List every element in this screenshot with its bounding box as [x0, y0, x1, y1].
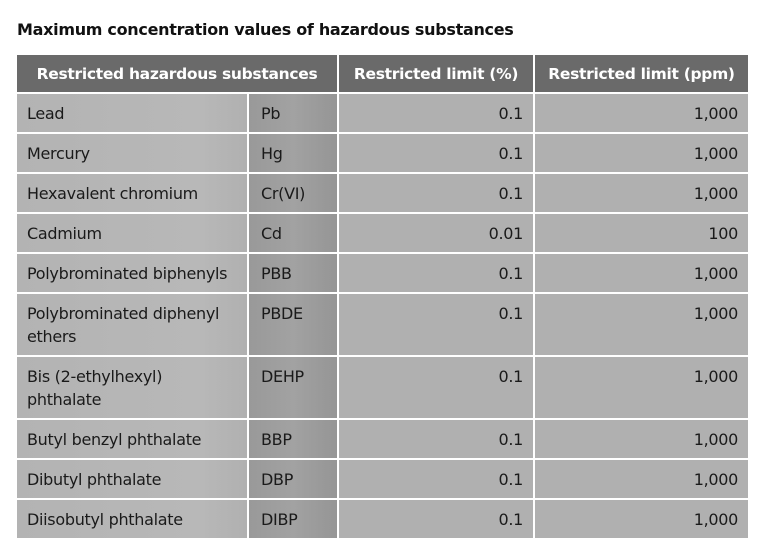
table-row: Mercury Hg 0.1 1,000	[17, 134, 748, 172]
limit-ppm: 1,000	[535, 294, 748, 355]
substance-name: Polybrominated diphenyl ethers	[17, 294, 247, 355]
table-title: Maximum concentration values of hazardou…	[17, 20, 514, 39]
limit-ppm: 1,000	[535, 500, 748, 538]
limit-ppm: 1,000	[535, 254, 748, 292]
limit-percent: 0.1	[339, 460, 533, 498]
substance-symbol: BBP	[249, 420, 337, 458]
header-limit-ppm: Restricted limit (ppm)	[535, 55, 748, 92]
substance-name: Cadmium	[17, 214, 247, 252]
substance-name: Lead	[17, 94, 247, 132]
limit-percent: 0.1	[339, 174, 533, 212]
limit-percent: 0.1	[339, 294, 533, 355]
substance-symbol: Hg	[249, 134, 337, 172]
substance-symbol: PBDE	[249, 294, 337, 355]
header-row: Restricted hazardous substances Restrict…	[17, 55, 748, 92]
substance-name: Diisobutyl phthalate	[17, 500, 247, 538]
table-row: Polybrominated diphenyl ethers PBDE 0.1 1,0…	[17, 294, 748, 355]
substance-symbol: DIBP	[249, 500, 337, 538]
table-row: Hexavalent chromium Cr(VI) 0.1 1,000	[17, 174, 748, 212]
substance-symbol: Pb	[249, 94, 337, 132]
substance-symbol: DEHP	[249, 357, 337, 418]
limit-ppm: 1,000	[535, 94, 748, 132]
substance-name: Polybrominated biphenyls	[17, 254, 247, 292]
table-row: Cadmium Cd 0.01 100	[17, 214, 748, 252]
table-row: Bis (2-ethylhexyl) phthalate DEHP 0.1 1,000	[17, 357, 748, 418]
substance-symbol: Cr(VI)	[249, 174, 337, 212]
limit-percent: 0.01	[339, 214, 533, 252]
substance-name: Dibutyl phthalate	[17, 460, 247, 498]
limit-percent: 0.1	[339, 134, 533, 172]
limit-ppm: 1,000	[535, 174, 748, 212]
table-row: Diisobutyl phthalate DIBP 0.1 1,000	[17, 500, 748, 538]
limit-ppm: 100	[535, 214, 748, 252]
limit-ppm: 1,000	[535, 460, 748, 498]
limit-ppm: 1,000	[535, 134, 748, 172]
hazardous-substances-table: Restricted hazardous substances Restrict…	[15, 53, 750, 540]
header-substances: Restricted hazardous substances	[17, 55, 337, 92]
substance-name: Bis (2-ethylhexyl) phthalate	[17, 357, 247, 418]
substance-symbol: Cd	[249, 214, 337, 252]
table-row: Lead Pb 0.1 1,000	[17, 94, 748, 132]
limit-ppm: 1,000	[535, 420, 748, 458]
substance-name: Hexavalent chromium	[17, 174, 247, 212]
limit-percent: 0.1	[339, 357, 533, 418]
substance-symbol: DBP	[249, 460, 337, 498]
limit-ppm: 1,000	[535, 357, 748, 418]
substance-symbol: PBB	[249, 254, 337, 292]
table-row: Butyl benzyl phthalate BBP 0.1 1,000	[17, 420, 748, 458]
limit-percent: 0.1	[339, 94, 533, 132]
table-row: Polybrominated biphenyls PBB 0.1 1,000	[17, 254, 748, 292]
limit-percent: 0.1	[339, 420, 533, 458]
limit-percent: 0.1	[339, 254, 533, 292]
limit-percent: 0.1	[339, 500, 533, 538]
table-row: Dibutyl phthalate DBP 0.1 1,000	[17, 460, 748, 498]
substance-name: Butyl benzyl phthalate	[17, 420, 247, 458]
header-limit-percent: Restricted limit (%)	[339, 55, 533, 92]
substance-name: Mercury	[17, 134, 247, 172]
